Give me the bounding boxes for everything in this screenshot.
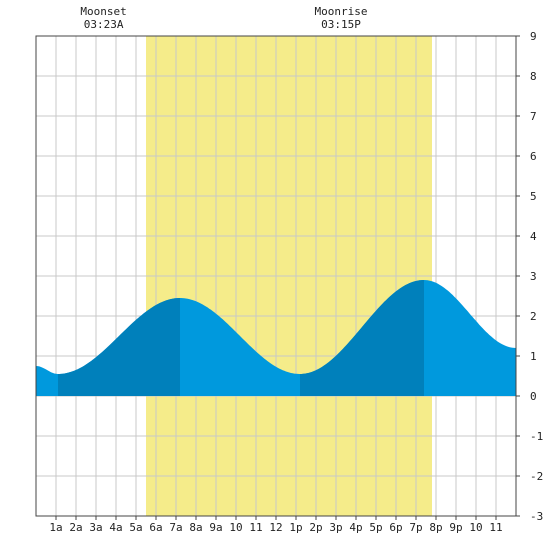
grid-layer xyxy=(36,35,516,517)
x-tick-label: 8a xyxy=(189,521,202,534)
moon-event-time: 03:23A xyxy=(84,18,124,31)
x-tick-label: 1p xyxy=(289,521,302,534)
tide-area-rising xyxy=(58,298,180,396)
x-tick-label: 8p xyxy=(429,521,442,534)
y-tick-label: 9 xyxy=(530,30,537,43)
y-tick-label: 7 xyxy=(530,110,537,123)
y-tick-labels: -3 -2 -1 0 1 2 3 4 5 6 7 8 9 xyxy=(516,30,543,523)
x-tick-label: 5p xyxy=(369,521,382,534)
y-tick-label: 3 xyxy=(530,270,537,283)
x-tick-label: 10 xyxy=(229,521,242,534)
x-tick-label: 3a xyxy=(89,521,102,534)
tide-area-layer xyxy=(36,280,516,396)
y-tick-label: 6 xyxy=(530,150,537,163)
tide-area-rising xyxy=(300,280,424,396)
y-tick-label: 8 xyxy=(530,70,537,83)
x-tick-label: 6p xyxy=(389,521,402,534)
y-tick-label: 0 xyxy=(530,390,537,403)
x-tick-label: 5a xyxy=(129,521,142,534)
x-tick-label: 4a xyxy=(109,521,122,534)
x-tick-label: 12 xyxy=(269,521,282,534)
x-tick-label: 10 xyxy=(469,521,482,534)
x-tick-label: 2a xyxy=(69,521,82,534)
x-tick-label: 1a xyxy=(49,521,62,534)
x-tick-label: 9a xyxy=(209,521,222,534)
moon-event-label: Moonrise xyxy=(315,5,368,18)
x-tick-label: 2p xyxy=(309,521,322,534)
y-tick-label: 4 xyxy=(530,230,537,243)
y-tick-label: -2 xyxy=(530,470,543,483)
x-tick-label: 7a xyxy=(169,521,182,534)
x-tick-label: 3p xyxy=(329,521,342,534)
x-tick-label: 7p xyxy=(409,521,422,534)
y-tick-label: 5 xyxy=(530,190,537,203)
x-tick-label: 9p xyxy=(449,521,462,534)
y-tick-label: -1 xyxy=(530,430,543,443)
y-tick-label: -3 xyxy=(530,510,543,523)
x-tick-label: 11 xyxy=(249,521,262,534)
moon-event-label: Moonset xyxy=(80,5,126,18)
x-tick-label: 11 xyxy=(489,521,502,534)
moon-event-time: 03:15P xyxy=(321,18,361,31)
x-tick-label: 6a xyxy=(149,521,162,534)
y-tick-label: 1 xyxy=(530,350,537,363)
y-tick-label: 2 xyxy=(530,310,537,323)
x-tick-label: 4p xyxy=(349,521,362,534)
x-tick-labels: 1a 2a 3a 4a 5a 6a 7a 8a 9a 10 11 12 1p 2p 3p 4p 5p 6p 7p 8p… xyxy=(49,516,503,534)
